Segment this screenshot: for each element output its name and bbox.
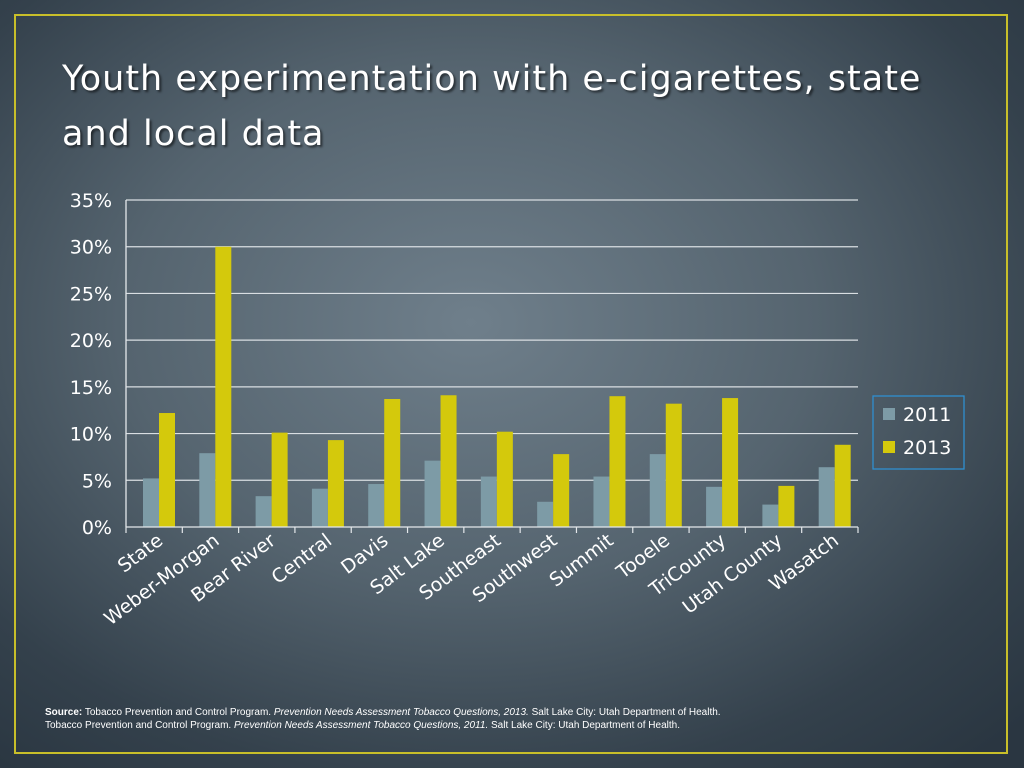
bar-2013 (609, 396, 626, 527)
source-line-2-text-b: Salt Lake City: Utah Department of Healt… (491, 720, 680, 731)
bar-2011 (311, 488, 328, 527)
y-tick-label: 25% (70, 283, 112, 305)
bar-2011 (255, 496, 272, 527)
legend-box (872, 395, 965, 470)
chart-gridlines (126, 199, 858, 481)
bar-2011 (706, 486, 723, 527)
x-tick-label: Central (268, 529, 336, 588)
legend-label-2011: 2011 (903, 404, 951, 426)
chart-bars (143, 246, 851, 527)
slide-title: Youth experimentation with e-cigarettes,… (62, 59, 922, 154)
bar-2011 (762, 504, 779, 527)
bar-2011 (649, 454, 666, 527)
bar-2013 (665, 403, 682, 527)
slide-border (14, 14, 1008, 754)
bar-2013 (778, 485, 795, 527)
bar-2011 (818, 467, 835, 527)
bar-2011 (424, 460, 441, 527)
source-line-2-text-a: Tobacco Prevention and Control Program. (45, 720, 232, 731)
bar-2013 (215, 246, 232, 527)
bar-2013 (159, 413, 175, 527)
bar-2013 (553, 454, 570, 527)
source-line-1: Source: Tobacco Prevention and Control P… (45, 706, 945, 719)
bar-2013 (496, 431, 513, 527)
y-tick-label: 5% (82, 470, 112, 492)
y-tick-label: 15% (70, 377, 112, 399)
legend-label-2013: 2013 (903, 437, 951, 459)
y-tick-label: 10% (70, 424, 112, 446)
chart-legend: 2011 2013 (872, 395, 965, 470)
bar-2011 (593, 476, 610, 527)
source-line-2-title: Prevention Needs Assessment Tobacco Ques… (234, 720, 489, 731)
bar-2013 (271, 432, 288, 527)
x-axis (125, 200, 859, 533)
source-label: Source: (45, 707, 83, 718)
source-line-2: Tobacco Prevention and Control Program. … (45, 719, 945, 732)
bar-2011 (537, 501, 554, 527)
source-line-1-text-b: Salt Lake City: Utah Department of Healt… (531, 707, 721, 718)
source-line-1-text-a: Tobacco Prevention and Control Program. (84, 707, 272, 718)
y-tick-label: 0% (82, 517, 112, 539)
legend-swatch-2013 (883, 441, 895, 453)
bar-2011 (480, 476, 497, 527)
bar-chart: 0% 5% 10% 15% 20% 25% 30% 35% StateWeber-Morgan… (70, 190, 965, 630)
source-line-1-title: Prevention Needs Assessment Tobacco Ques… (273, 707, 529, 718)
bar-2011 (368, 484, 385, 527)
y-tick-label: 20% (70, 330, 112, 352)
bar-2013 (440, 395, 457, 527)
y-axis-ticks: 0% 5% 10% 15% 20% 25% 30% 35% (70, 190, 112, 539)
y-tick-label: 35% (70, 190, 112, 212)
y-tick-label: 30% (70, 237, 112, 259)
bar-2013 (722, 398, 739, 527)
source-citation: Source: Tobacco Prevention and Control P… (45, 706, 945, 732)
bar-2013 (384, 399, 401, 527)
x-tick-label: Summit (545, 529, 617, 591)
bar-2013 (327, 440, 344, 527)
legend-swatch-2011 (883, 408, 895, 420)
bar-2013 (834, 444, 851, 527)
bar-2011 (143, 478, 159, 527)
bar-2011 (199, 453, 216, 527)
